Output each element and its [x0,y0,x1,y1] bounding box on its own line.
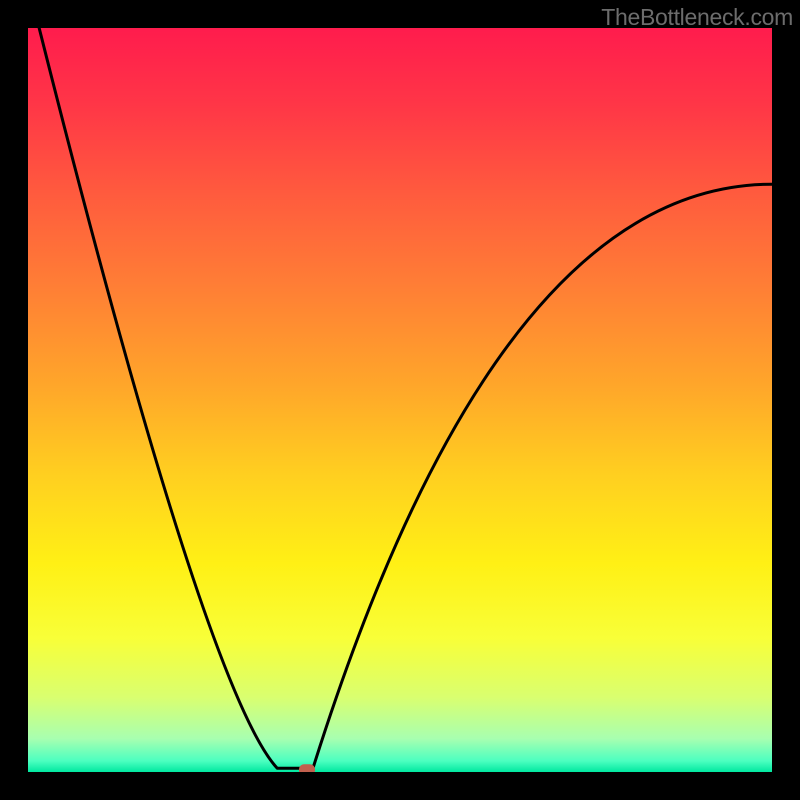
optimal-point-marker [299,764,315,772]
chart-frame: { "watermark": { "text": "TheBottleneck.… [0,0,800,800]
plot-area [28,28,772,772]
watermark-text: TheBottleneck.com [601,4,793,31]
chart-svg [28,28,772,772]
